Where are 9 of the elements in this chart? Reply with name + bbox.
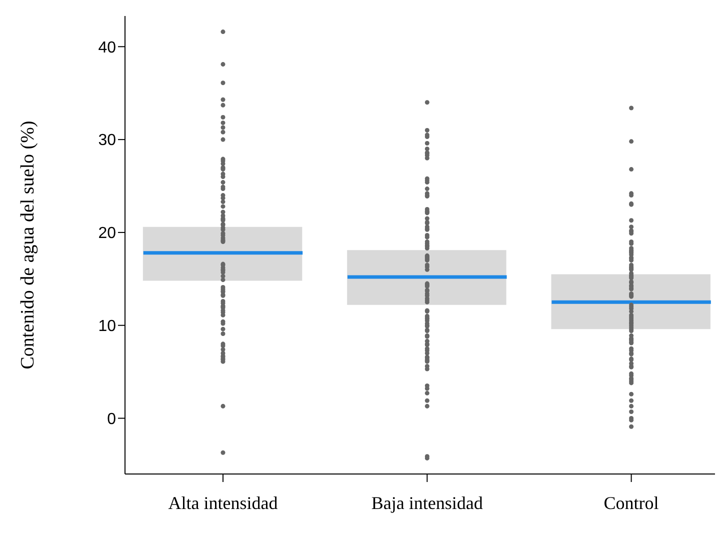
x-tick-label: Control [604, 492, 659, 513]
y-tick-label: 10 [98, 318, 116, 336]
y-tick-label: 40 [98, 39, 116, 56]
x-tick-label: Baja intensidad [371, 492, 483, 513]
y-tick-label: 30 [98, 132, 116, 150]
y-axis-title: Contenido de agua del suelo (%) [18, 120, 39, 370]
y-tick-label: 20 [98, 225, 116, 242]
y-tick-label: 0 [107, 410, 116, 428]
x-tick-label: Alta intensidad [168, 492, 278, 513]
